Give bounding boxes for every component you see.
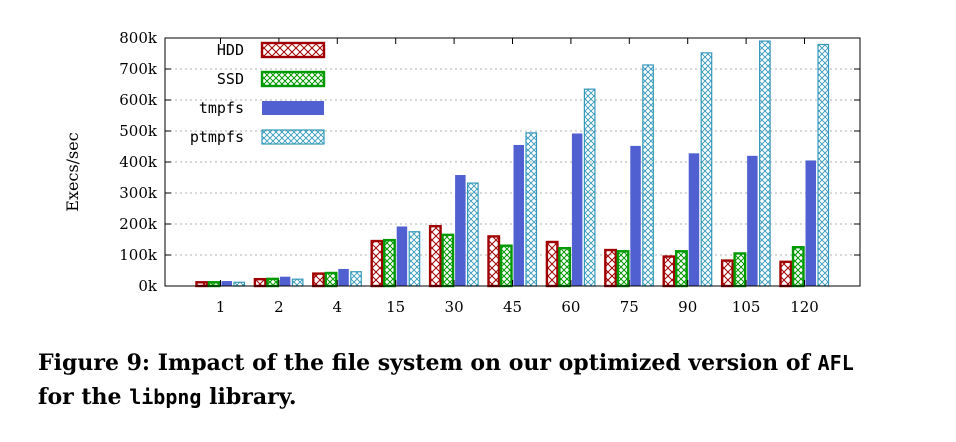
bar-ptmpfs-75 — [642, 64, 654, 287]
legend-label-ssd: SSD — [217, 70, 244, 88]
bar-ptmpfs-60 — [583, 88, 596, 287]
bar-chart: 0k 100k 200k 300k 400k 500k 600k 700k 800k 1 2 4 15… — [63, 29, 861, 316]
x-tick-label: 1 — [216, 298, 226, 316]
caption-code-afl: AFL — [817, 351, 854, 375]
bar-tmpfs-90 — [688, 153, 700, 286]
bar-ptmpfs-90 — [700, 52, 713, 287]
bar-ssd-30 — [441, 233, 455, 288]
y-tick-label: 100k — [119, 246, 158, 264]
bar-tmpfs-105 — [747, 155, 758, 286]
figure-caption: Figure 9: Impact of the file system on o… — [38, 346, 928, 414]
bar-tmpfs-15 — [396, 226, 408, 286]
bar-ssd-75 — [616, 250, 630, 288]
bar-tmpfs-4 — [338, 268, 349, 286]
bar-tmpfs-60 — [571, 133, 583, 286]
bar-ptmpfs-45 — [525, 132, 538, 287]
y-tick-label: 500k — [119, 122, 158, 140]
caption-text-2: for the — [38, 384, 122, 410]
bar-ssd-1 — [207, 281, 221, 288]
x-tick-label: 75 — [620, 298, 639, 316]
bar-ssd-4 — [324, 271, 338, 288]
bar-hdd-45 — [487, 235, 501, 288]
x-tick-label: 4 — [333, 298, 343, 316]
bar-ptmpfs-30 — [466, 182, 479, 287]
bar-hdd-105 — [720, 259, 734, 288]
bar-ptmpfs-15 — [408, 231, 421, 287]
bar-ptmpfs-120 — [817, 43, 830, 287]
y-tick-label: 0k — [138, 277, 158, 295]
legend-label-hdd: HDD — [217, 41, 244, 59]
bar-hdd-75 — [604, 248, 618, 288]
bar-hdd-1 — [195, 281, 209, 288]
bar-hdd-2 — [253, 277, 267, 288]
bar-hdd-120 — [779, 260, 793, 288]
x-tick-label: 45 — [503, 298, 522, 316]
bar-ssd-15 — [382, 238, 396, 288]
y-tick-label: 800k — [119, 29, 158, 47]
bar-tmpfs-75 — [630, 145, 641, 286]
bar-ssd-105 — [733, 252, 747, 288]
bar-hdd-4 — [312, 272, 325, 288]
bar-ptmpfs-1 — [233, 281, 246, 287]
bar-tmpfs-45 — [513, 144, 524, 286]
y-axis-ticks: 0k 100k 200k 300k 400k 500k 600k 700k 800k — [119, 29, 860, 295]
caption-code-libpng: libpng — [129, 385, 202, 409]
x-tick-label: 120 — [790, 298, 819, 316]
bar-ssd-45 — [499, 244, 513, 288]
legend-label-ptmpfs: ptmpfs — [190, 128, 244, 146]
bar-ssd-90 — [675, 250, 688, 288]
x-axis-ticks: 1 2 4 15 30 45 60 75 90 105 120 — [216, 38, 819, 316]
bar-tmpfs-120 — [805, 160, 817, 286]
x-tick-label: 2 — [274, 298, 284, 316]
legend-label-tmpfs: tmpfs — [199, 99, 244, 117]
y-tick-label: 600k — [119, 91, 158, 109]
bar-tmpfs-30 — [455, 175, 466, 286]
legend-swatch-tmpfs — [262, 101, 324, 115]
bar-ptmpfs-2 — [291, 278, 304, 287]
y-axis-label: Execs/sec — [63, 132, 82, 211]
bar-hdd-60 — [545, 240, 559, 288]
bar-hdd-15 — [370, 239, 384, 288]
bar-hdd-90 — [662, 255, 676, 288]
x-tick-label: 90 — [678, 298, 697, 316]
y-tick-label: 300k — [119, 184, 158, 202]
legend-swatch-ssd — [260, 70, 326, 88]
caption-text-3: library. — [209, 384, 297, 410]
bar-ssd-120 — [791, 246, 805, 288]
x-tick-label: 60 — [561, 298, 580, 316]
legend-swatch-ptmpfs — [261, 129, 325, 145]
bars-group — [195, 40, 830, 288]
bar-ssd-2 — [266, 277, 280, 288]
bar-tmpfs-2 — [279, 276, 291, 286]
bar-ssd-60 — [558, 246, 572, 288]
x-tick-label: 30 — [445, 298, 464, 316]
legend: HDD SSD tmpfs ptmpfs — [190, 41, 326, 146]
y-tick-label: 700k — [119, 60, 158, 78]
bar-tmpfs-1 — [221, 281, 232, 286]
y-tick-label: 200k — [119, 215, 158, 233]
bar-hdd-30 — [428, 224, 442, 288]
y-tick-label: 400k — [119, 153, 158, 171]
x-tick-label: 105 — [732, 298, 761, 316]
caption-text: Figure 9: Impact of the file system on o… — [38, 350, 810, 376]
x-tick-label: 15 — [386, 298, 405, 316]
bar-ptmpfs-105 — [759, 40, 771, 287]
bar-ptmpfs-4 — [350, 271, 362, 287]
legend-swatch-hdd — [260, 41, 326, 59]
